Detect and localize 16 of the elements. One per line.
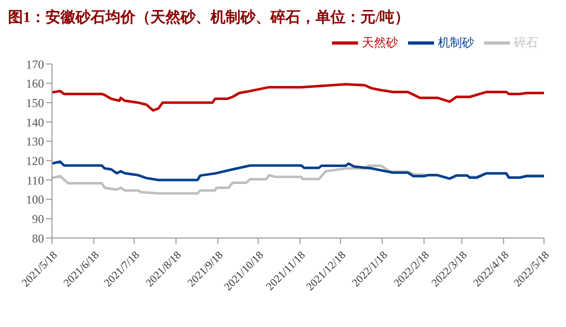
y-tick-label: 130 — [26, 134, 44, 149]
chart-title: 图1：安徽砂石均价（天然砂、机制砂、碎石，单位：元/吨） — [8, 8, 411, 28]
y-tick-label: 110 — [26, 173, 44, 188]
y-tick-label: 160 — [26, 76, 44, 91]
legend-label: 机制砂 — [438, 35, 474, 50]
legend-label: 碎石 — [514, 35, 538, 50]
y-tick-label: 140 — [26, 115, 44, 130]
y-tick-label: 150 — [26, 96, 44, 110]
legend-label: 天然砂 — [362, 35, 398, 50]
line-series — [52, 83, 544, 112]
y-tick-label: 170 — [26, 57, 44, 72]
y-tick-label: 80 — [32, 231, 44, 246]
y-tick-label: 90 — [32, 212, 44, 226]
line-series — [52, 160, 544, 182]
y-tick-label: 120 — [26, 154, 44, 168]
y-tick-label: 100 — [26, 192, 44, 207]
